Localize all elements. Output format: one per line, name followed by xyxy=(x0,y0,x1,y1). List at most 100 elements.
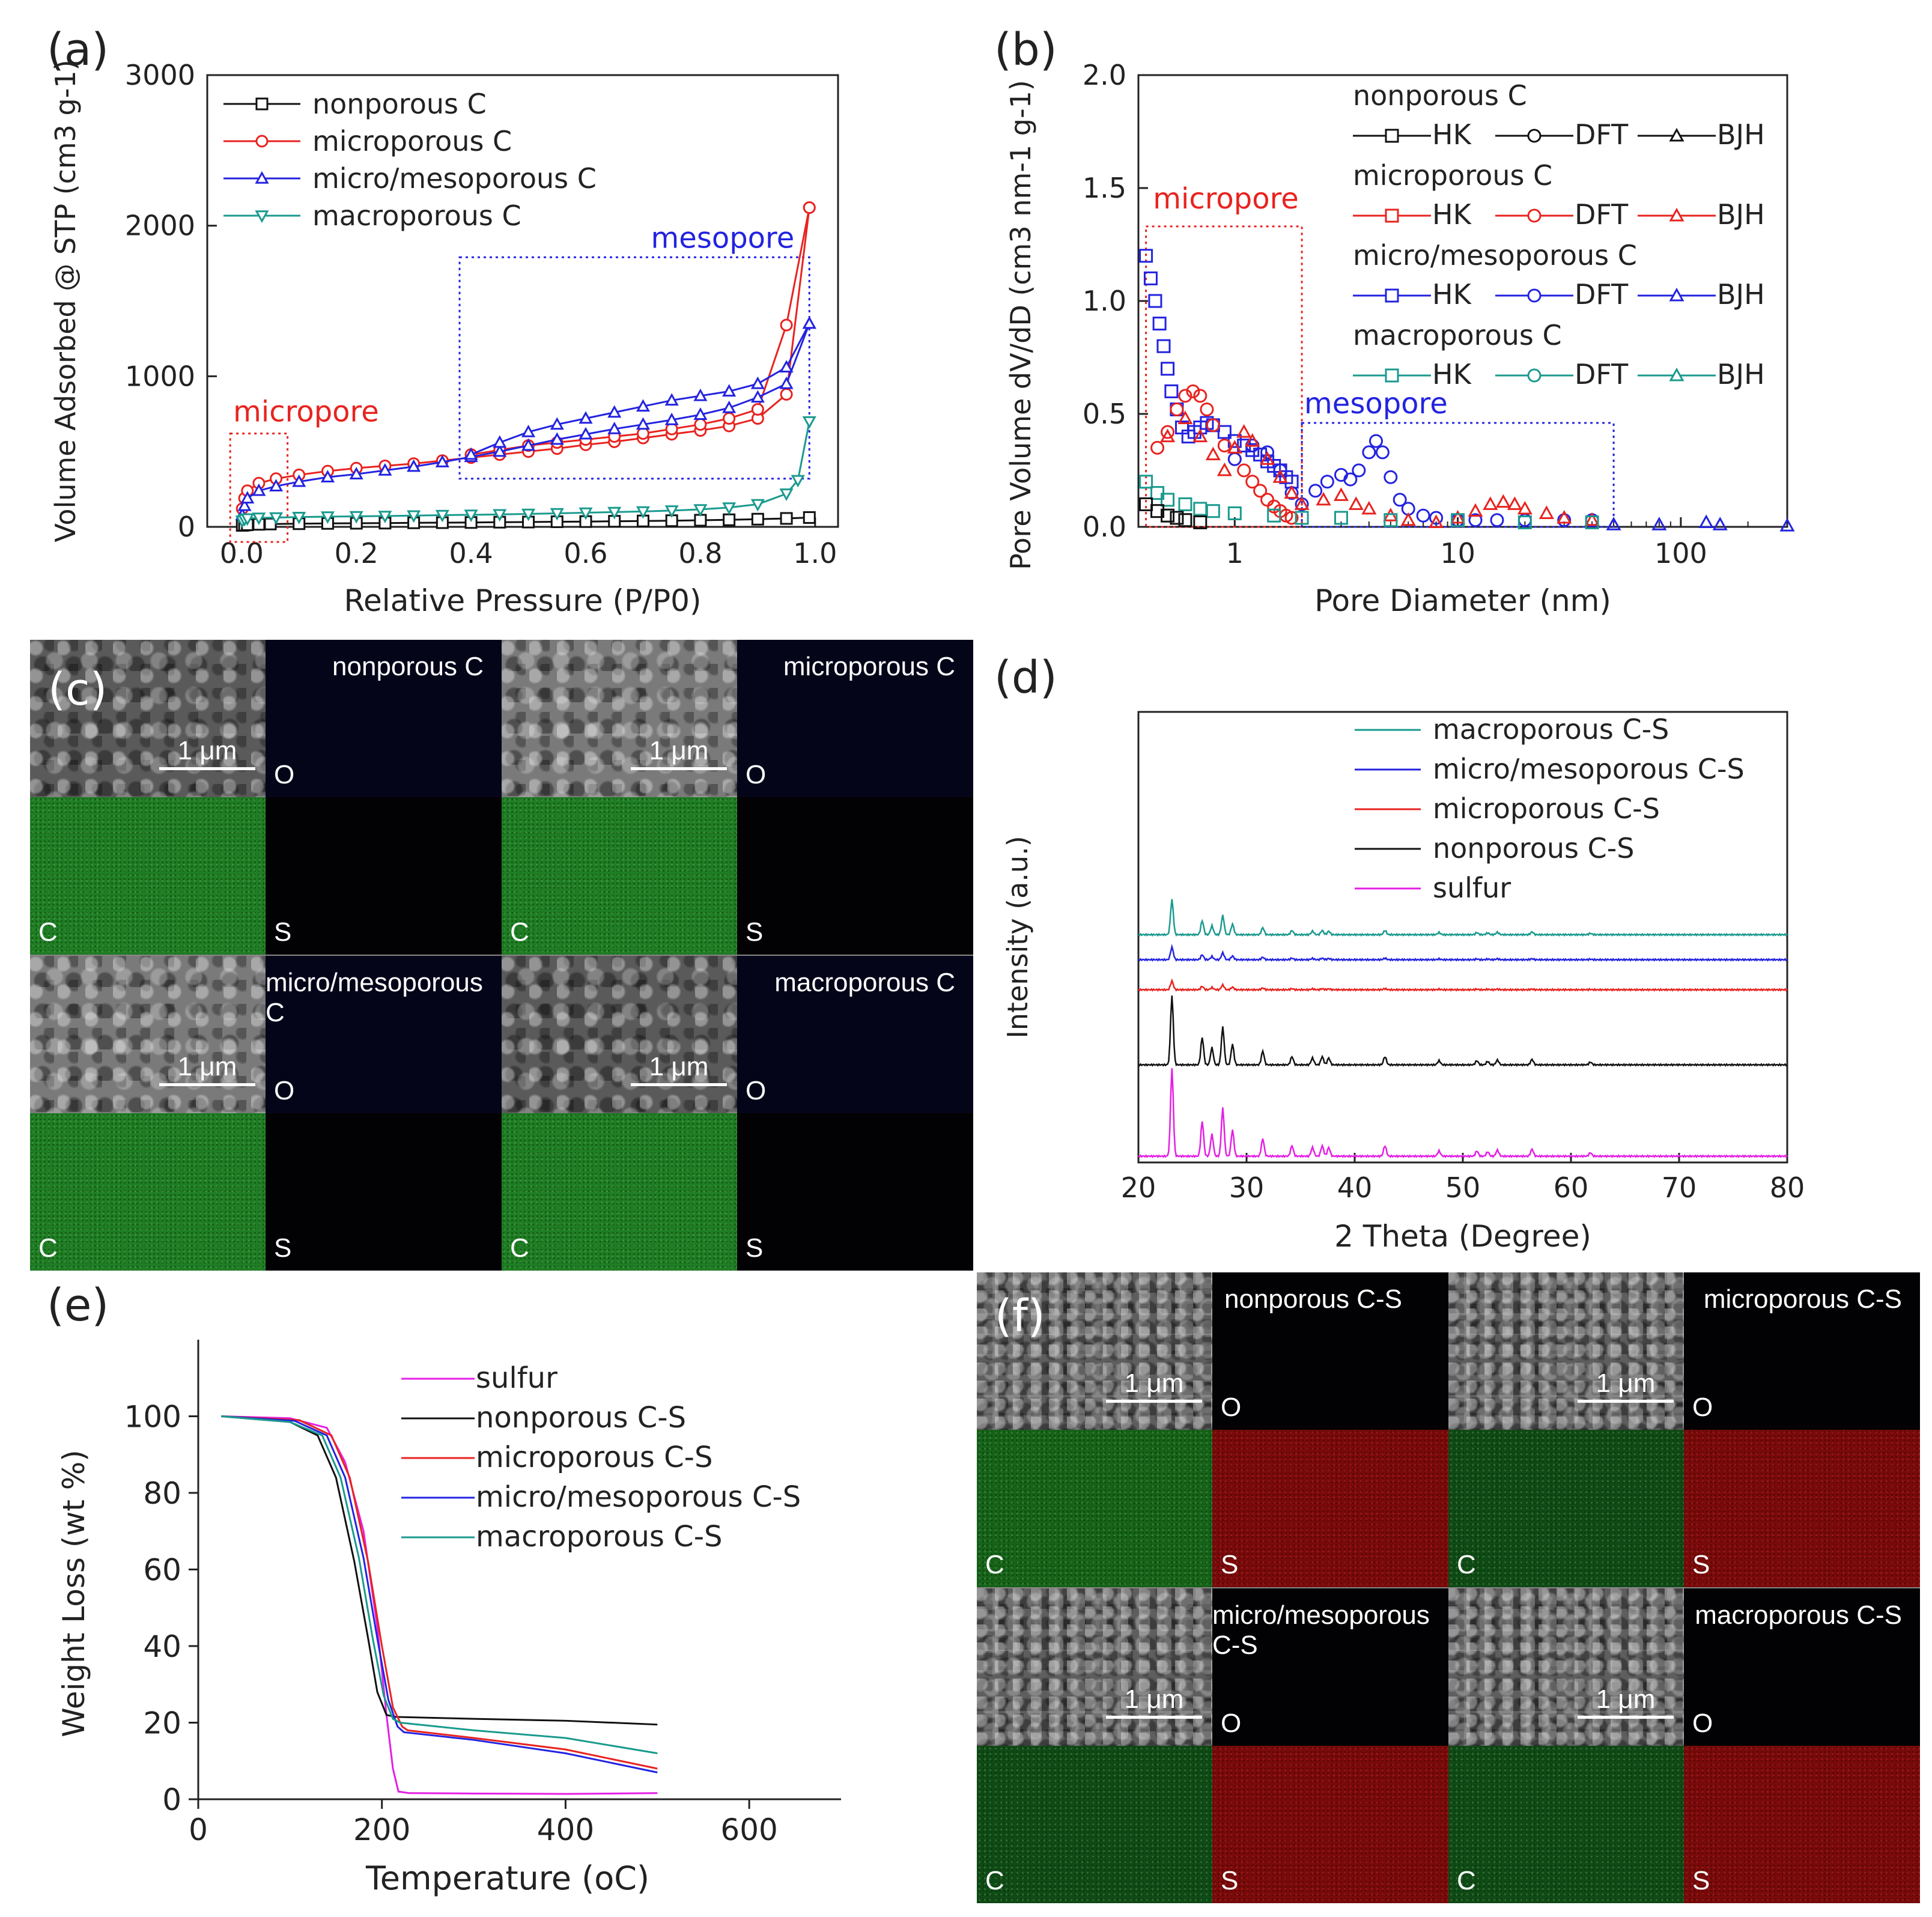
element-label-o: O xyxy=(746,760,767,789)
data-point xyxy=(579,427,593,440)
data-point xyxy=(1245,433,1260,447)
data-point xyxy=(1178,497,1192,511)
x-tick-label: 70 xyxy=(1662,1171,1697,1204)
data-point xyxy=(1333,487,1349,501)
x-axis-label: Temperature (oC) xyxy=(365,1859,649,1897)
data-point xyxy=(1236,424,1252,438)
legend-label: DFT xyxy=(1575,118,1629,151)
data-point xyxy=(1227,452,1242,466)
data-point xyxy=(1152,317,1167,331)
element-label-s: S xyxy=(746,917,764,947)
data-point xyxy=(521,508,536,521)
s-map-microporous-c: S xyxy=(737,797,973,955)
element-label-c: C xyxy=(1457,1550,1476,1579)
y-tick-label: 60 xyxy=(143,1553,181,1588)
y-tick-label: 1.5 xyxy=(1083,172,1126,204)
panel-f-letter: (f) xyxy=(995,1290,1045,1342)
data-point xyxy=(636,399,651,412)
data-point xyxy=(1161,493,1175,507)
x-tick-label: 0.6 xyxy=(564,537,607,570)
data-point xyxy=(1557,509,1572,524)
data-point xyxy=(1517,500,1533,515)
s-map-nonporous-c: S xyxy=(266,797,502,955)
legend-label: microporous C-S xyxy=(476,1441,712,1474)
legend-label: micro/mesoporous C xyxy=(312,162,597,195)
element-label-s: S xyxy=(1692,1550,1710,1579)
x-tick-label: 60 xyxy=(1554,1171,1589,1204)
element-label-s: S xyxy=(746,1233,764,1263)
element-label-o: O xyxy=(1692,1709,1713,1738)
data-point xyxy=(1284,511,1299,525)
legend-marker xyxy=(255,171,269,184)
data-point xyxy=(1177,410,1193,425)
panel-a-letter: (a) xyxy=(47,24,109,76)
element-label-o: O xyxy=(274,760,295,789)
data-point xyxy=(269,512,284,525)
data-point xyxy=(607,421,622,434)
data-point xyxy=(1170,402,1184,416)
data-point xyxy=(779,376,794,389)
element-label-c: C xyxy=(510,1233,529,1263)
legend-marker xyxy=(1527,129,1542,143)
legend-label: HK xyxy=(1432,198,1472,231)
x-tick-label: 80 xyxy=(1770,1171,1805,1204)
legend-marker xyxy=(1527,288,1542,303)
c-map-micro-mesoporous-cs: C xyxy=(977,1746,1212,1903)
y-tick-label: 20 xyxy=(143,1706,181,1741)
legend-group-title: micro/mesoporous C xyxy=(1353,239,1637,272)
s-map-macroporous-cs: S xyxy=(1684,1746,1920,1903)
y-tick-label: 0.5 xyxy=(1083,398,1126,430)
y-tick-label: 1000 xyxy=(125,360,195,392)
data-point xyxy=(1143,271,1158,285)
data-point xyxy=(607,506,622,520)
data-point xyxy=(1156,339,1171,353)
sem-image-nonporous-cs: 1 μm xyxy=(977,1272,1212,1430)
sem-image-microporous-c: 1 μm xyxy=(502,640,737,797)
data-point xyxy=(751,512,764,526)
x-axis-label: 2 Theta (Degree) xyxy=(1334,1219,1591,1254)
sem-image-microporous-cs: 1 μm xyxy=(1448,1272,1684,1430)
x-tick-label: 1.0 xyxy=(793,537,837,570)
legend-marker xyxy=(1527,208,1542,223)
legend-marker xyxy=(255,210,269,223)
data-point xyxy=(636,427,649,440)
legend-label: macroporous C-S xyxy=(476,1520,722,1554)
y-tick-label: 0.0 xyxy=(1083,511,1126,543)
annotation-mesopore: mesopore xyxy=(651,221,795,255)
tile-title: micro/mesoporous C-S xyxy=(1212,1600,1430,1660)
xrd-pattern xyxy=(1138,978,1788,992)
legend-marker xyxy=(1385,208,1399,223)
c-map-microporous-c: C xyxy=(502,797,737,955)
legend-label: nonporous C-S xyxy=(476,1401,686,1435)
x-tick-label: 400 xyxy=(537,1812,594,1847)
data-point xyxy=(1362,445,1376,460)
tile-divider xyxy=(977,1587,1920,1588)
element-label-o: O xyxy=(274,1076,295,1105)
y-axis-label: Volume Adsorbed @ STP (cm3 g-1) xyxy=(49,59,82,542)
legend-label: microporous C xyxy=(312,125,512,157)
data-point xyxy=(1160,428,1176,443)
y-tick-label: 2.0 xyxy=(1083,59,1126,91)
data-point xyxy=(1429,511,1444,525)
panel-e-letter: (e) xyxy=(47,1280,109,1331)
legend-label: HK xyxy=(1432,118,1472,151)
data-point xyxy=(493,435,507,448)
y-tick-label: 40 xyxy=(143,1629,181,1664)
data-point xyxy=(1178,389,1192,403)
data-point xyxy=(665,422,678,436)
scale-bar: 1 μm xyxy=(1578,1685,1674,1719)
data-point xyxy=(1245,475,1260,489)
scale-bar: 1 μm xyxy=(159,1052,255,1086)
data-point xyxy=(1316,491,1331,506)
data-point xyxy=(1227,440,1242,454)
data-point xyxy=(240,513,255,526)
data-point xyxy=(1348,496,1364,510)
data-point xyxy=(722,384,737,397)
data-point xyxy=(1272,469,1288,483)
data-point xyxy=(722,502,737,515)
x-tick-label: 10 xyxy=(1440,537,1475,570)
legend-label: HK xyxy=(1432,358,1472,390)
data-point xyxy=(1217,462,1232,476)
data-point xyxy=(1295,511,1309,525)
scale-bar: 1 μm xyxy=(1106,1685,1202,1719)
